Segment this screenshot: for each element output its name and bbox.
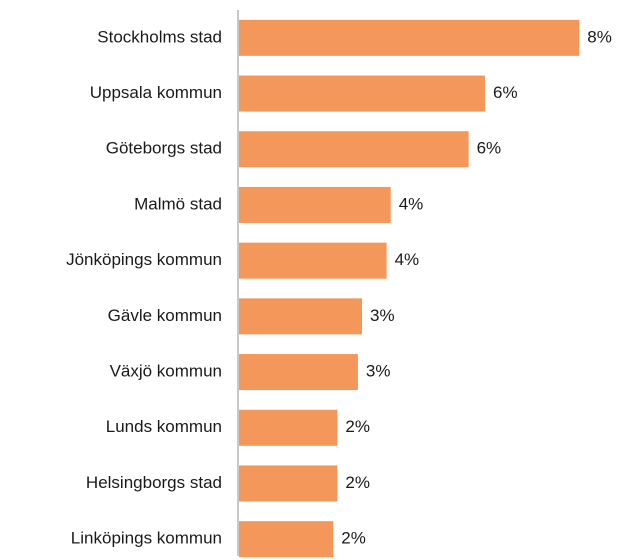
category-label: Helsingborgs stad bbox=[86, 473, 222, 492]
bar bbox=[239, 521, 334, 558]
bar bbox=[239, 298, 362, 335]
value-label: 2% bbox=[341, 529, 366, 548]
category-label: Göteborgs stad bbox=[106, 139, 222, 158]
bar bbox=[239, 186, 391, 223]
category-label: Växjö kommun bbox=[110, 362, 222, 381]
bar bbox=[239, 131, 469, 168]
category-label: Linköpings kommun bbox=[71, 529, 222, 548]
category-label: Lunds kommun bbox=[106, 417, 222, 436]
bar bbox=[239, 75, 485, 112]
value-label: 4% bbox=[399, 194, 424, 213]
category-label: Malmö stad bbox=[134, 194, 222, 213]
bar bbox=[239, 409, 338, 446]
category-label: Stockholms stad bbox=[97, 27, 222, 46]
value-label: 2% bbox=[345, 473, 370, 492]
bar bbox=[239, 465, 338, 502]
value-label: 8% bbox=[587, 27, 612, 46]
bar bbox=[239, 19, 580, 56]
value-label: 6% bbox=[493, 83, 518, 102]
value-label: 3% bbox=[370, 306, 395, 325]
value-label: 3% bbox=[366, 362, 391, 381]
bar bbox=[239, 242, 387, 279]
value-label: 6% bbox=[477, 139, 502, 158]
category-label: Jönköpings kommun bbox=[66, 250, 222, 269]
value-label: 2% bbox=[345, 417, 370, 436]
bar bbox=[239, 354, 358, 391]
value-label: 4% bbox=[395, 250, 420, 269]
category-label: Gävle kommun bbox=[108, 306, 222, 325]
category-label: Uppsala kommun bbox=[90, 83, 222, 102]
